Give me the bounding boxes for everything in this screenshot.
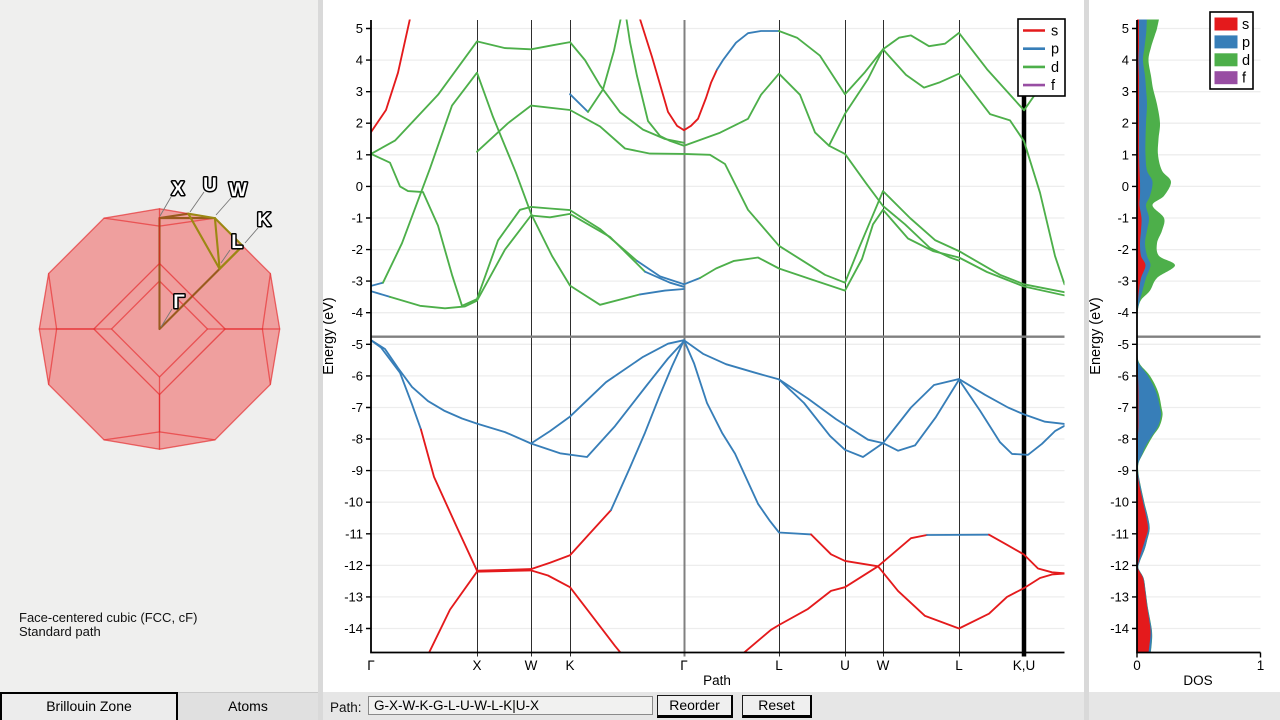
svg-text:3: 3 bbox=[356, 84, 363, 99]
svg-text:0: 0 bbox=[1122, 179, 1129, 194]
svg-text:1: 1 bbox=[356, 147, 363, 162]
svg-text:2: 2 bbox=[1122, 116, 1129, 131]
svg-text:Γ: Γ bbox=[680, 658, 688, 673]
svg-text:0: 0 bbox=[356, 179, 363, 194]
svg-text:5: 5 bbox=[1122, 21, 1129, 36]
svg-text:W: W bbox=[229, 180, 247, 201]
svg-text:d: d bbox=[1242, 53, 1250, 69]
svg-text:Path: Path bbox=[703, 673, 731, 688]
svg-text:Energy (eV): Energy (eV) bbox=[1089, 297, 1104, 374]
svg-text:-3: -3 bbox=[1117, 274, 1129, 289]
svg-text:-14: -14 bbox=[344, 621, 363, 636]
svg-text:-8: -8 bbox=[1117, 432, 1129, 447]
svg-text:-12: -12 bbox=[344, 558, 363, 573]
svg-text:-3: -3 bbox=[351, 274, 363, 289]
svg-text:p: p bbox=[1242, 35, 1250, 51]
svg-text:U: U bbox=[203, 175, 217, 196]
svg-text:-5: -5 bbox=[1117, 337, 1129, 352]
svg-text:-4: -4 bbox=[1117, 305, 1129, 320]
svg-text:f: f bbox=[1242, 71, 1247, 87]
svg-text:-5: -5 bbox=[351, 337, 363, 352]
svg-text:W: W bbox=[877, 658, 890, 673]
svg-text:L: L bbox=[231, 232, 243, 253]
svg-text:-13: -13 bbox=[344, 589, 363, 604]
svg-text:X: X bbox=[472, 658, 481, 673]
svg-text:X: X bbox=[172, 179, 185, 200]
svg-text:-13: -13 bbox=[1110, 589, 1129, 604]
svg-text:p: p bbox=[1051, 42, 1059, 58]
svg-text:-14: -14 bbox=[1110, 621, 1129, 636]
svg-text:-4: -4 bbox=[351, 305, 363, 320]
svg-text:-12: -12 bbox=[1110, 558, 1129, 573]
svg-text:4: 4 bbox=[1122, 53, 1129, 68]
svg-text:5: 5 bbox=[356, 21, 363, 36]
svg-text:-6: -6 bbox=[351, 368, 363, 383]
svg-text:0: 0 bbox=[1133, 658, 1141, 673]
svg-text:L: L bbox=[955, 658, 963, 673]
svg-text:-2: -2 bbox=[351, 242, 363, 257]
svg-text:-6: -6 bbox=[1117, 368, 1129, 383]
svg-text:s: s bbox=[1242, 17, 1249, 33]
svg-text:1: 1 bbox=[1257, 658, 1265, 673]
svg-text:-9: -9 bbox=[351, 463, 363, 478]
svg-text:3: 3 bbox=[1122, 84, 1129, 99]
svg-text:4: 4 bbox=[356, 53, 363, 68]
svg-text:K,U: K,U bbox=[1013, 658, 1036, 673]
svg-text:-7: -7 bbox=[1117, 400, 1129, 415]
svg-text:K: K bbox=[565, 658, 574, 673]
svg-text:2: 2 bbox=[356, 116, 363, 131]
svg-text:Γ: Γ bbox=[367, 658, 375, 673]
svg-text:Γ: Γ bbox=[173, 292, 185, 313]
svg-text:-2: -2 bbox=[1117, 242, 1129, 257]
svg-text:Energy (eV): Energy (eV) bbox=[323, 297, 337, 374]
svg-text:W: W bbox=[525, 658, 538, 673]
svg-text:d: d bbox=[1051, 60, 1059, 76]
svg-text:1: 1 bbox=[1122, 147, 1129, 162]
svg-text:-1: -1 bbox=[351, 211, 363, 226]
svg-text:-11: -11 bbox=[345, 526, 363, 541]
svg-text:-10: -10 bbox=[344, 495, 363, 510]
svg-text:L: L bbox=[775, 658, 783, 673]
svg-text:-8: -8 bbox=[351, 432, 363, 447]
svg-text:U: U bbox=[840, 658, 850, 673]
svg-text:-10: -10 bbox=[1110, 495, 1129, 510]
svg-text:K: K bbox=[257, 210, 271, 231]
svg-text:-11: -11 bbox=[1111, 526, 1129, 541]
svg-text:s: s bbox=[1051, 24, 1058, 40]
svg-text:DOS: DOS bbox=[1183, 673, 1212, 688]
svg-text:-9: -9 bbox=[1117, 463, 1129, 478]
svg-text:f: f bbox=[1051, 78, 1056, 94]
svg-text:-1: -1 bbox=[1117, 211, 1129, 226]
svg-text:-7: -7 bbox=[351, 400, 363, 415]
